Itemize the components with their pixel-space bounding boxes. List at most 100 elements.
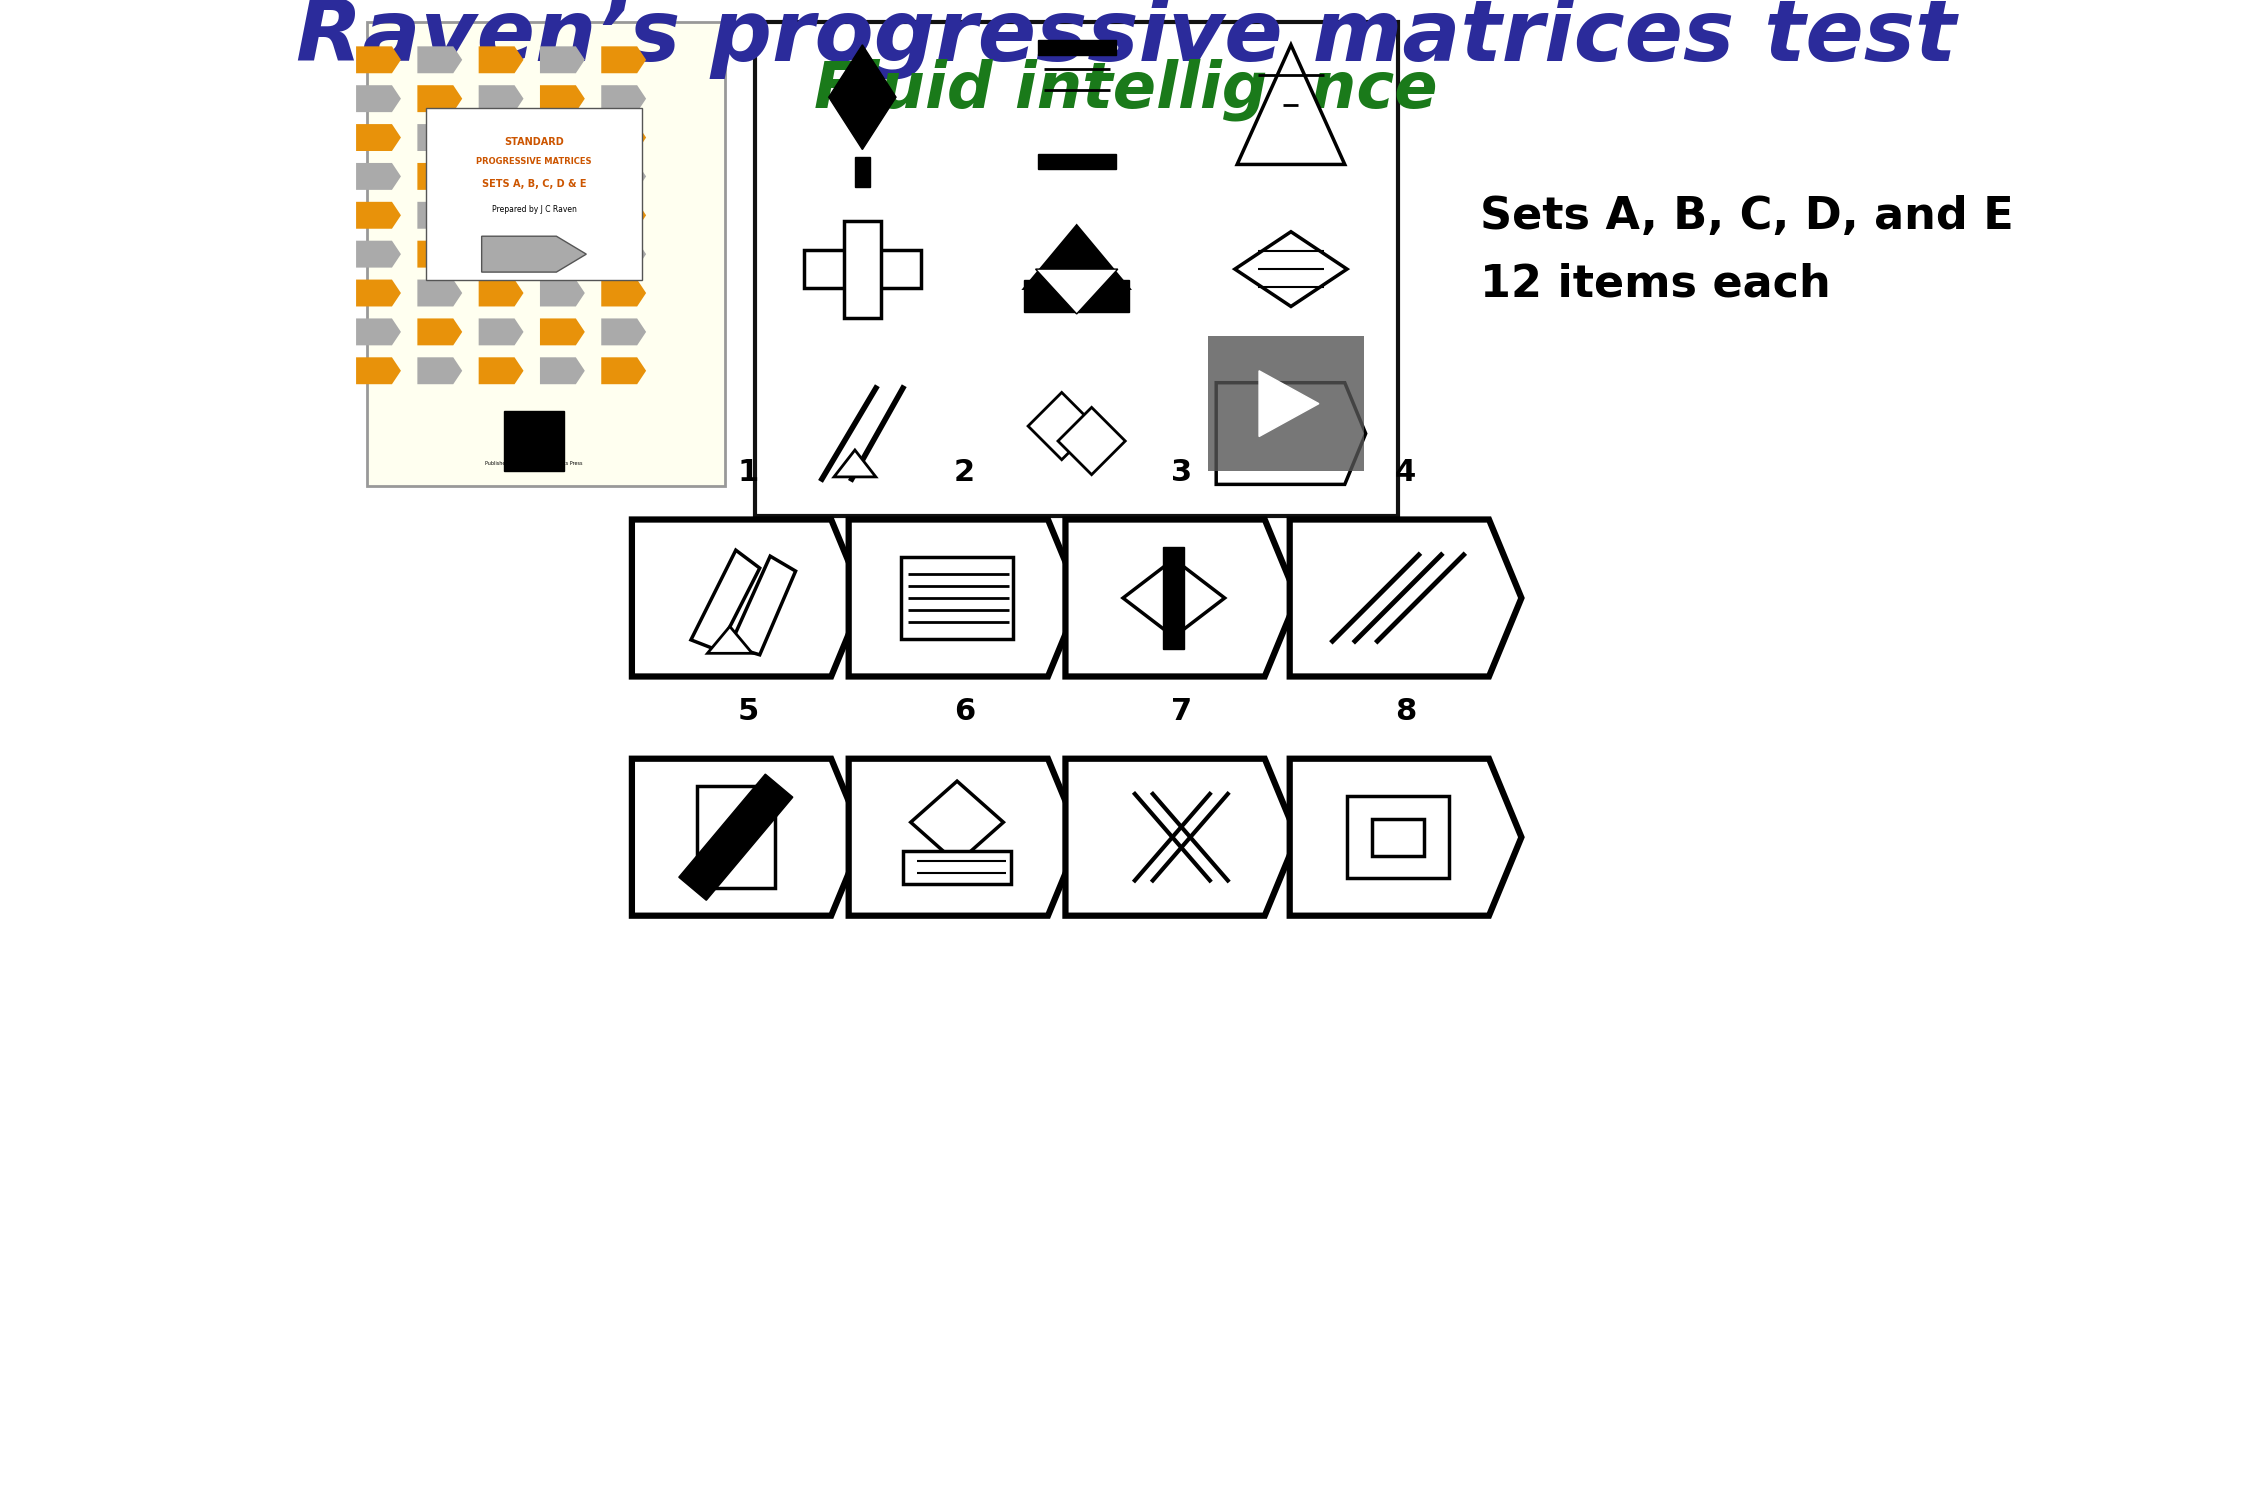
Polygon shape xyxy=(480,46,522,73)
Polygon shape xyxy=(480,163,522,190)
Polygon shape xyxy=(849,759,1081,915)
Bar xyxy=(1025,280,1128,312)
Polygon shape xyxy=(540,357,586,384)
Text: SETS A, B, C, D & E: SETS A, B, C, D & E xyxy=(482,179,586,188)
Polygon shape xyxy=(1065,759,1297,915)
Text: Prepared by J C Raven: Prepared by J C Raven xyxy=(491,205,577,214)
Polygon shape xyxy=(633,520,863,676)
Polygon shape xyxy=(417,85,462,112)
Polygon shape xyxy=(540,163,586,190)
Polygon shape xyxy=(601,357,646,384)
Polygon shape xyxy=(601,241,646,268)
Bar xyxy=(1371,819,1423,855)
Polygon shape xyxy=(480,124,522,151)
Text: 5: 5 xyxy=(736,697,759,727)
Text: Sets A, B, C, D, and E: Sets A, B, C, D, and E xyxy=(1480,196,2013,238)
Bar xyxy=(856,157,869,187)
Polygon shape xyxy=(849,520,1081,676)
Text: Published by Oxford Psychologists Press: Published by Oxford Psychologists Press xyxy=(484,460,583,466)
Text: Raven’s progressive matrices test: Raven’s progressive matrices test xyxy=(295,0,1957,79)
Polygon shape xyxy=(601,85,646,112)
Bar xyxy=(903,851,1011,884)
Polygon shape xyxy=(1216,383,1365,484)
Polygon shape xyxy=(540,124,586,151)
Text: STANDARD: STANDARD xyxy=(504,138,563,147)
Polygon shape xyxy=(356,85,401,112)
Polygon shape xyxy=(1058,407,1126,475)
Polygon shape xyxy=(691,550,759,650)
Polygon shape xyxy=(678,774,793,900)
Polygon shape xyxy=(730,556,795,655)
Polygon shape xyxy=(480,280,522,306)
Bar xyxy=(1347,795,1448,879)
Polygon shape xyxy=(1259,371,1320,437)
Polygon shape xyxy=(1124,559,1225,637)
Polygon shape xyxy=(601,124,646,151)
Polygon shape xyxy=(356,318,401,345)
Bar xyxy=(1209,336,1365,471)
Polygon shape xyxy=(480,357,522,384)
Polygon shape xyxy=(417,241,462,268)
Polygon shape xyxy=(601,163,646,190)
Polygon shape xyxy=(601,46,646,73)
Polygon shape xyxy=(356,202,401,229)
Polygon shape xyxy=(1236,45,1344,164)
Polygon shape xyxy=(540,280,586,306)
Polygon shape xyxy=(1234,232,1347,306)
Bar xyxy=(367,22,725,486)
Polygon shape xyxy=(480,318,522,345)
Polygon shape xyxy=(633,759,863,915)
Polygon shape xyxy=(1029,393,1094,460)
Polygon shape xyxy=(356,124,401,151)
Polygon shape xyxy=(540,85,586,112)
Polygon shape xyxy=(480,202,522,229)
Bar xyxy=(901,556,1013,640)
Text: 6: 6 xyxy=(955,697,975,727)
Polygon shape xyxy=(1290,520,1522,676)
Polygon shape xyxy=(540,46,586,73)
Polygon shape xyxy=(417,124,462,151)
Polygon shape xyxy=(417,163,462,190)
Bar xyxy=(1038,154,1115,169)
Polygon shape xyxy=(833,450,876,477)
Polygon shape xyxy=(540,318,586,345)
Text: 12 items each: 12 items each xyxy=(1480,263,1831,305)
Bar xyxy=(426,109,642,281)
Polygon shape xyxy=(482,236,586,272)
Polygon shape xyxy=(356,241,401,268)
Text: 2: 2 xyxy=(955,457,975,487)
Bar xyxy=(844,221,881,318)
Bar xyxy=(1164,547,1185,649)
Text: 4: 4 xyxy=(1394,457,1417,487)
Polygon shape xyxy=(1065,520,1297,676)
Polygon shape xyxy=(540,202,586,229)
Polygon shape xyxy=(417,46,462,73)
Text: Fluid intelligence: Fluid intelligence xyxy=(815,58,1437,121)
Bar xyxy=(754,22,1398,516)
Polygon shape xyxy=(480,85,522,112)
Polygon shape xyxy=(356,280,401,306)
Polygon shape xyxy=(540,241,586,268)
Text: 8: 8 xyxy=(1394,697,1417,727)
Polygon shape xyxy=(417,357,462,384)
Polygon shape xyxy=(417,202,462,229)
Polygon shape xyxy=(356,163,401,190)
Polygon shape xyxy=(601,280,646,306)
Polygon shape xyxy=(417,318,462,345)
Bar xyxy=(804,250,921,287)
Polygon shape xyxy=(356,46,401,73)
Polygon shape xyxy=(601,318,646,345)
Text: PROGRESSIVE MATRICES: PROGRESSIVE MATRICES xyxy=(475,157,592,166)
Polygon shape xyxy=(1036,269,1117,314)
Polygon shape xyxy=(480,241,522,268)
Text: 3: 3 xyxy=(1171,457,1191,487)
Bar xyxy=(696,786,775,888)
Polygon shape xyxy=(910,780,1004,864)
Polygon shape xyxy=(1025,226,1128,289)
Bar xyxy=(1038,40,1115,55)
Text: 1: 1 xyxy=(736,457,759,487)
Polygon shape xyxy=(601,202,646,229)
Polygon shape xyxy=(356,357,401,384)
Polygon shape xyxy=(707,626,752,653)
Text: 7: 7 xyxy=(1171,697,1191,727)
